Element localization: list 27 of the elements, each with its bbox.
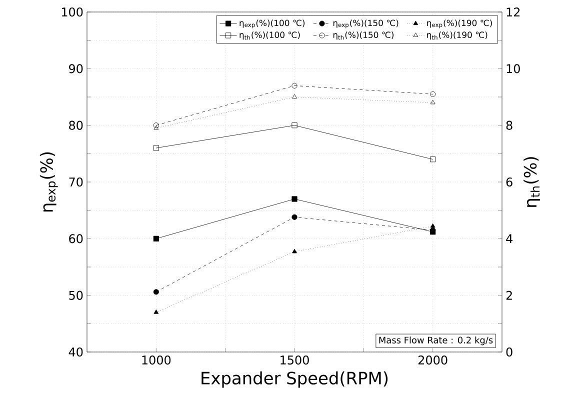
y2-tick-label: 4 (506, 234, 512, 244)
x-axis-title: Expander Speed(RPM) (202, 371, 388, 388)
y-tick-label: 40 (68, 347, 83, 357)
x-tick-label: 1500 (280, 356, 309, 365)
legend-label: η$_{th}$(%)(100 ℃) (240, 31, 300, 40)
y2-axis-title: η$_{th}$(%) (524, 157, 540, 207)
y2-tick-label: 12 (506, 8, 520, 16)
legend-label: η$_{exp}$(%)(190 ℃) (427, 20, 492, 28)
y-tick-label: 70 (69, 177, 83, 187)
legend-label: η$_{exp}$(%)(100 ℃) (240, 20, 305, 28)
y-axis-title: η$_{exp}$(%) (40, 152, 58, 212)
y2-tick-label: 0 (506, 347, 512, 357)
legend-label: η$_{th}$(%)(190 ℃) (427, 31, 488, 40)
y-tick-label: 100 (62, 7, 83, 17)
legend-label: η$_{th}$(%)(150 ℃) (333, 31, 394, 40)
x-tick-label: 1000 (142, 356, 171, 365)
y-tick-label: 60 (69, 234, 83, 244)
y2-tick-label: 2 (506, 290, 512, 300)
annotation: Mass Flow Rate : 0.2 kg/s (379, 336, 493, 346)
y-tick-label: 90 (69, 64, 83, 74)
y2-tick-label: 8 (506, 120, 512, 130)
y-tick-label: 50 (69, 290, 83, 300)
x-tick-label: 2000 (418, 356, 448, 365)
y-tick-label: 80 (69, 120, 83, 130)
legend-label: η$_{exp}$(%)(150 ℃) (333, 20, 398, 28)
y2-tick-label: 10 (506, 64, 520, 74)
y2-tick-label: 6 (506, 177, 512, 187)
